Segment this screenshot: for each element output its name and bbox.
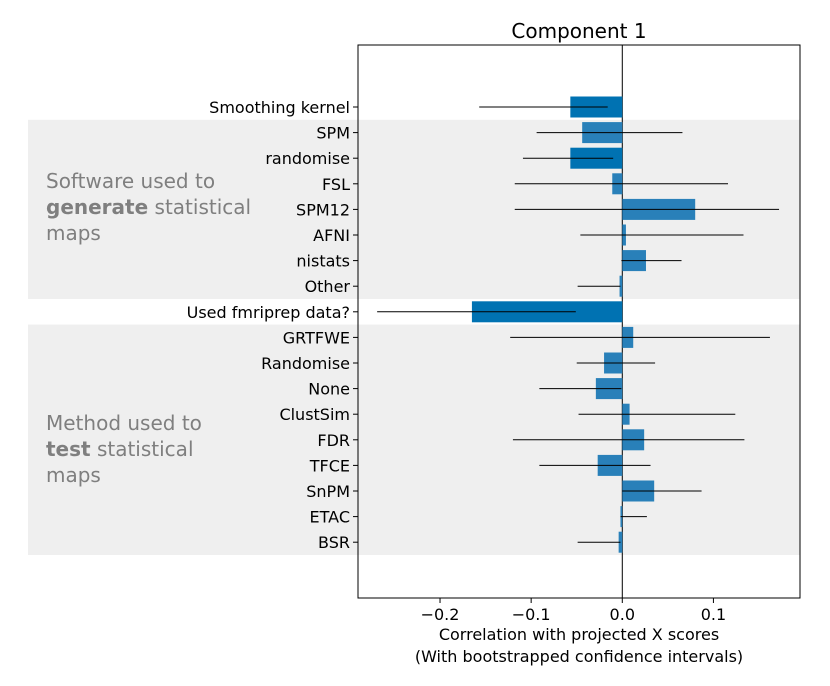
category-label: SPM [316,124,350,143]
category-label: Smoothing kernel [209,98,350,117]
group-labels: Software used to generate statistical maps… [46,169,251,487]
x-tick-label: −0.2 [421,605,460,624]
category-label: None [308,380,350,399]
category-label: FDR [317,431,350,450]
chart-title: Component 1 [511,19,646,43]
x-axis-title-line2: (With bootstrapped confidence intervals) [415,647,743,666]
x-axis-title-line1: Correlation with projected X scores [439,625,719,644]
plot-frame [357,44,801,599]
category-label: SnPM [306,482,350,501]
category-label: Other [305,277,351,296]
category-label: SPM12 [296,200,350,219]
error-bars [377,106,780,543]
category-labels: Smoothing kernel SPM randomise FSL SPM12 AFNI… [187,98,358,552]
category-label: nistats [296,252,350,271]
category-label: randomise [265,149,350,168]
x-tick-label: −0.1 [512,605,551,624]
x-tick-label: 0.1 [701,605,726,624]
category-label: GRTFWE [283,328,350,347]
category-label: FSL [322,175,350,194]
bar [619,275,623,297]
x-axis-ticks: −0.2 −0.1 0.0 0.1 [421,598,726,624]
category-label: ETAC [310,508,350,527]
category-label: ClustSim [279,405,350,424]
group-label: Method used to test statistical maps [46,411,202,487]
category-label: Randomise [261,354,350,373]
category-label: AFNI [313,226,350,245]
category-label: BSR [318,533,350,552]
x-tick-label: 0.0 [610,605,635,624]
category-label: TFCE [309,456,350,475]
category-label: Used fmriprep data? [187,303,350,322]
group-label: Software used to generate statistical maps [46,169,251,245]
